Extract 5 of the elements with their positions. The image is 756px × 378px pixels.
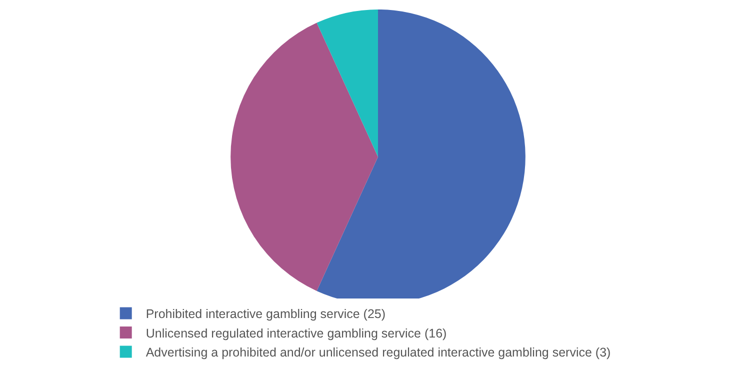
pie-slice [316,9,378,157]
pie-slice [230,22,378,291]
legend-label: Prohibited interactive gambling service (25) [146,307,386,322]
legend-label: Unlicensed regulated interactive gambling service (16) [146,326,447,340]
legend-label: Advertising a prohibited and/or unlicensed regulated interactive gambling service (3) [146,346,611,360]
